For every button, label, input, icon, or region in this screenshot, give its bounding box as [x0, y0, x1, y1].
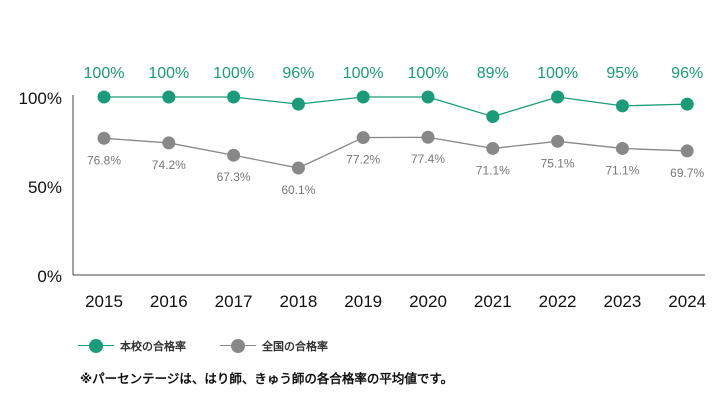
- data-point-national: [551, 134, 565, 148]
- x-tick-label: 2024: [668, 292, 706, 311]
- y-tick-label: 50%: [28, 178, 62, 197]
- data-label-school: 96%: [282, 65, 314, 82]
- footnote: ※パーセンテージは、はり師、きゅう師の各合格率の平均値です。: [80, 371, 454, 386]
- legend-label-school: 本校の合格率: [120, 340, 186, 353]
- legend-item-school: 本校の合格率: [78, 338, 186, 354]
- data-point-national: [615, 141, 629, 155]
- data-label-school: 100%: [148, 65, 189, 82]
- data-point-school: [162, 90, 176, 104]
- data-label-school: 96%: [671, 65, 703, 82]
- data-label-national: 67.3%: [217, 170, 251, 184]
- data-point-school: [551, 90, 565, 104]
- data-label-national: 69.7%: [670, 166, 704, 180]
- series-line-national: [103, 136, 688, 169]
- data-point-school: [291, 97, 305, 111]
- data-point-school: [421, 90, 435, 104]
- data-label-national: 77.4%: [411, 152, 445, 166]
- x-tick-label: 2021: [474, 292, 512, 311]
- data-point-school: [680, 97, 694, 111]
- data-label-national: 75.1%: [541, 156, 575, 170]
- legend-marker-school: [78, 338, 114, 354]
- data-label-school: 100%: [408, 65, 449, 82]
- data-point-school: [615, 99, 629, 113]
- data-label-national: 71.1%: [605, 163, 639, 177]
- x-tick-label: 2020: [409, 292, 447, 311]
- data-label-school: 100%: [213, 65, 254, 82]
- series-line-school: [104, 96, 688, 118]
- x-tick-label: 2023: [603, 292, 641, 311]
- legend-marker-national: [220, 338, 256, 354]
- x-tick-label: 2019: [344, 292, 382, 311]
- x-tick-label: 2018: [279, 292, 317, 311]
- data-label-national: 71.1%: [476, 163, 510, 177]
- x-tick-label: 2016: [150, 292, 188, 311]
- data-point-national: [486, 141, 500, 155]
- x-tick-label: 2017: [215, 292, 253, 311]
- data-point-national: [162, 136, 176, 150]
- y-tick-label: 100%: [19, 89, 62, 108]
- data-label-school: 100%: [343, 65, 384, 82]
- x-tick-label: 2015: [85, 292, 123, 311]
- data-point-national: [421, 130, 435, 144]
- data-point-school: [486, 110, 500, 124]
- data-point-national: [97, 131, 111, 145]
- data-point-national: [227, 148, 241, 162]
- y-tick-label: 0%: [37, 267, 62, 286]
- data-label-school: 100%: [84, 65, 125, 82]
- data-point-school: [97, 90, 111, 104]
- x-tick-label: 2022: [539, 292, 577, 311]
- data-label-national: 76.8%: [87, 153, 121, 167]
- chart-legend: 本校の合格率 全国の合格率: [78, 338, 362, 354]
- data-point-school: [356, 90, 370, 104]
- legend-label-national: 全国の合格率: [262, 340, 328, 353]
- data-point-national: [356, 131, 370, 145]
- data-label-national: 60.1%: [281, 183, 315, 197]
- data-label-school: 100%: [537, 65, 578, 82]
- data-point-national: [680, 144, 694, 158]
- data-label-national: 77.2%: [346, 153, 380, 167]
- legend-item-national: 全国の合格率: [220, 338, 328, 354]
- data-label-national: 74.2%: [152, 158, 186, 172]
- data-label-school: 89%: [477, 65, 509, 82]
- data-point-school: [227, 90, 241, 104]
- data-label-school: 95%: [606, 65, 638, 82]
- data-point-national: [291, 161, 305, 175]
